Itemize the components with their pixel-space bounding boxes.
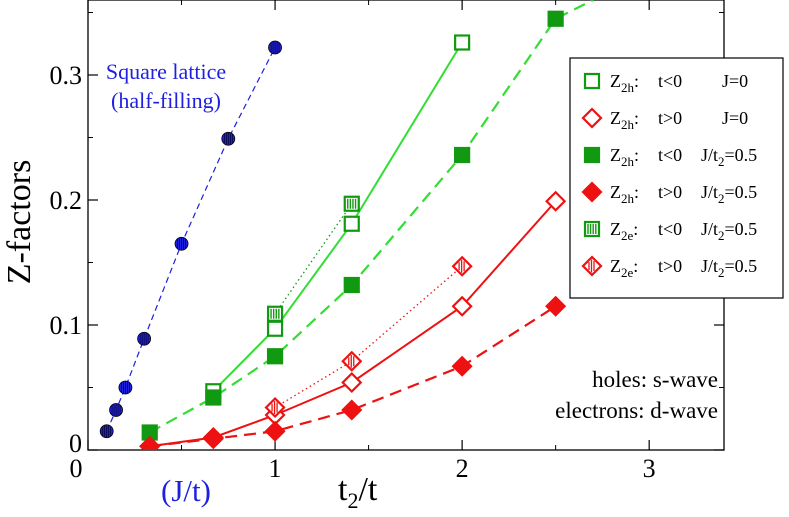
data-point bbox=[547, 10, 564, 27]
marker-square bbox=[343, 276, 360, 294]
legend-marker bbox=[583, 72, 601, 90]
data-point bbox=[341, 399, 363, 421]
data-point bbox=[139, 435, 161, 450]
legend-label: Z2h: t>0 J=0 bbox=[610, 108, 748, 132]
marker-square bbox=[454, 34, 471, 51]
legend-box bbox=[569, 57, 784, 299]
marker-square bbox=[547, 10, 564, 27]
marker-square bbox=[266, 305, 284, 322]
series-line bbox=[149, 200, 557, 448]
series-line bbox=[149, 305, 557, 448]
x-tick-label: 0 bbox=[70, 454, 83, 483]
series-line bbox=[274, 265, 463, 409]
legend-marker bbox=[583, 146, 601, 164]
legend-entry: Z2h: t<0 J=0 bbox=[583, 71, 748, 95]
legend-label: Z2h: t<0 J/t2=0.5 bbox=[610, 145, 757, 169]
legend-marker bbox=[581, 107, 603, 129]
marker-diamond bbox=[341, 371, 363, 394]
series-layer bbox=[99, 0, 594, 450]
legend: Z2h: t<0 J=0 Z2h: t>0 J=0 Z2h: t<0 J/t2=0.5 Z2h: t… bbox=[569, 57, 784, 299]
marker-square bbox=[343, 195, 360, 212]
legend-label: Z2e: t>0 J/t2=0.5 bbox=[610, 256, 757, 280]
x-axis-label-sub: 2 bbox=[347, 488, 358, 513]
marker-diamond bbox=[451, 295, 473, 317]
data-point bbox=[266, 305, 284, 322]
marker-square bbox=[266, 320, 284, 337]
legend-entry: Z2h: t>0 J=0 bbox=[581, 107, 748, 132]
data-point bbox=[99, 424, 114, 439]
marker-diamond bbox=[264, 420, 286, 442]
data-point bbox=[205, 389, 222, 406]
marker-square bbox=[583, 146, 601, 164]
data-point bbox=[451, 355, 473, 377]
data-point bbox=[341, 371, 363, 394]
legend-entry: Z2e: t<0 J/t2=0.5 bbox=[583, 219, 757, 243]
data-point bbox=[545, 295, 567, 317]
data-point bbox=[118, 380, 133, 395]
data-point bbox=[264, 396, 286, 419]
data-point bbox=[137, 331, 152, 346]
marker-diamond bbox=[545, 190, 567, 212]
marker-diamond bbox=[545, 295, 567, 317]
marker-diamond bbox=[581, 107, 603, 129]
legend-marker bbox=[581, 181, 603, 203]
x-axis-label-suffix: /t bbox=[358, 471, 377, 508]
marker-square bbox=[343, 215, 360, 232]
holes-label: holes: s-wave bbox=[592, 367, 718, 392]
data-point bbox=[264, 420, 286, 442]
legend-marker bbox=[583, 220, 601, 238]
marker-square bbox=[583, 72, 601, 90]
data-point bbox=[343, 276, 360, 294]
y-tick-label: 0.1 bbox=[50, 311, 83, 340]
data-point bbox=[451, 295, 473, 317]
legend-label: Z2e: t<0 J/t2=0.5 bbox=[610, 219, 757, 243]
data-point bbox=[174, 236, 189, 251]
marker-square bbox=[205, 389, 222, 406]
marker-diamond bbox=[202, 428, 224, 450]
electrons-label: electrons: d-wave bbox=[555, 398, 718, 423]
marker-square bbox=[266, 348, 284, 365]
marker-diamond bbox=[581, 181, 603, 203]
y-tick-label: 0.3 bbox=[50, 61, 83, 90]
data-point bbox=[343, 195, 360, 212]
legend-entry: Z2h: t>0 J/t2=0.5 bbox=[581, 181, 757, 206]
legend-label: Z2h: t>0 J/t2=0.5 bbox=[610, 182, 757, 206]
y-tick-label: 0.2 bbox=[50, 186, 83, 215]
legend-marker bbox=[581, 255, 603, 277]
data-point bbox=[454, 34, 471, 51]
legend-entry: Z2e: t>0 J/t2=0.5 bbox=[581, 255, 757, 280]
x-tick-label: 2 bbox=[456, 454, 469, 483]
y-tick-label: 0 bbox=[69, 429, 82, 458]
square-lattice-label: Square lattice bbox=[106, 59, 226, 84]
marker-diamond bbox=[139, 435, 161, 450]
marker-square bbox=[454, 146, 471, 164]
x-axis-alt-label: (J/t) bbox=[161, 473, 211, 508]
x-axis-label: t2/t bbox=[338, 471, 378, 513]
legend-label: Z2h: t<0 J=0 bbox=[610, 71, 748, 95]
y-axis-label: Z-factors bbox=[1, 160, 38, 285]
x-tick-label: 1 bbox=[269, 454, 282, 483]
data-point bbox=[202, 428, 224, 450]
data-point bbox=[268, 40, 282, 55]
data-point bbox=[221, 131, 236, 146]
x-axis-label-main: t bbox=[338, 471, 348, 508]
data-point bbox=[109, 403, 123, 417]
marker-square bbox=[583, 220, 601, 238]
data-point bbox=[266, 320, 284, 337]
marker-diamond bbox=[451, 355, 473, 377]
data-point bbox=[266, 348, 284, 365]
data-point bbox=[454, 146, 471, 164]
series-line bbox=[212, 41, 463, 392]
data-point bbox=[343, 215, 360, 232]
data-point bbox=[451, 255, 473, 277]
x-tick-label: 3 bbox=[643, 454, 656, 483]
legend-entry: Z2h: t<0 J/t2=0.5 bbox=[583, 145, 757, 169]
series-line bbox=[274, 203, 353, 315]
data-point bbox=[545, 190, 567, 212]
data-point bbox=[341, 350, 363, 372]
axis-ticks: 0 1 2 3 0 0.1 0.2 0.3 bbox=[50, 0, 724, 483]
half-filling-label: (half-filling) bbox=[111, 88, 221, 113]
marker-diamond bbox=[341, 399, 363, 421]
